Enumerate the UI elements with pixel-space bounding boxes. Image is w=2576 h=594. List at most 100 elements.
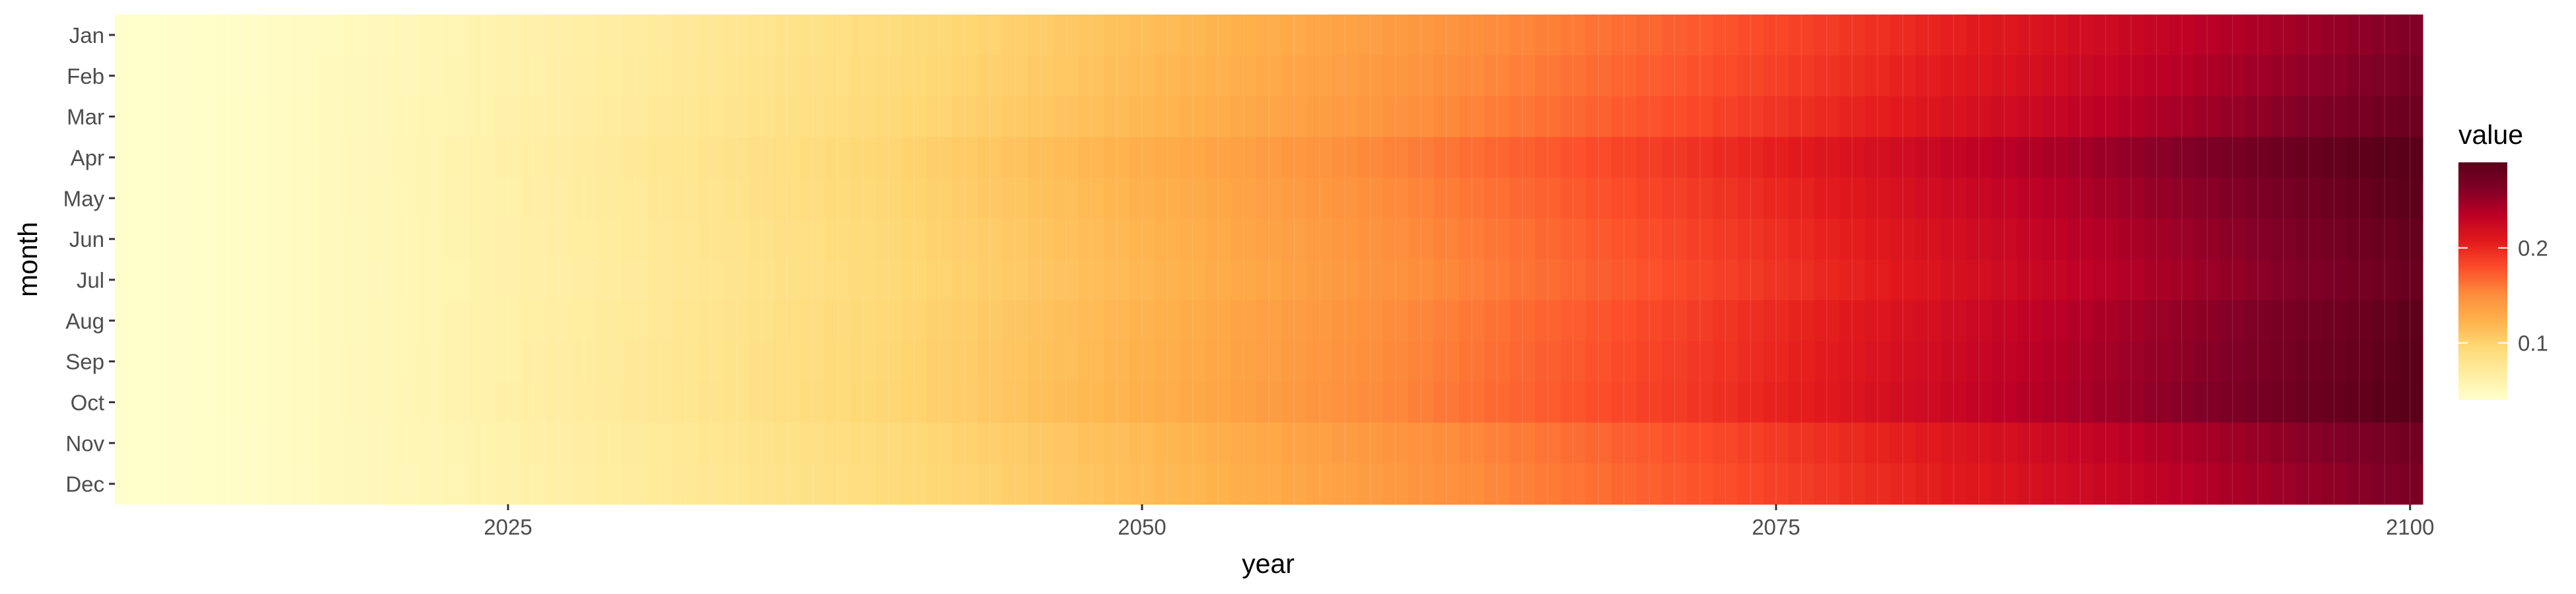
heatmap-tile [1433, 381, 1460, 423]
heatmap-tile [1104, 341, 1130, 383]
heatmap-tile [2017, 463, 2043, 505]
heatmap-tile [799, 96, 826, 138]
heatmap-tile [1890, 137, 1916, 178]
heatmap-tile [1129, 178, 1155, 219]
heatmap-tile [799, 259, 826, 301]
heatmap-tile [1382, 137, 1409, 178]
heatmap-tile [267, 137, 293, 178]
heatmap-tile [1458, 259, 1485, 301]
heatmap-tile [647, 463, 674, 505]
heatmap-tile [2067, 178, 2094, 219]
legend-tick-label: 0.1 [2518, 331, 2548, 356]
heatmap-tile [1662, 96, 1688, 138]
heatmap-tile [1915, 381, 1942, 423]
heatmap-tile [2372, 341, 2398, 383]
heatmap-tile [723, 178, 750, 219]
heatmap-tile [596, 137, 623, 178]
heatmap-tile [2118, 137, 2145, 178]
heatmap-tile [1991, 463, 2018, 505]
heatmap-tile [1002, 178, 1028, 219]
heatmap-tile [2143, 178, 2170, 219]
heatmap-tile [1509, 341, 1536, 383]
heatmap-tile [774, 381, 801, 423]
heatmap-tile [1180, 137, 1206, 178]
heatmap-tile [1636, 218, 1663, 260]
heatmap-tile [2093, 259, 2119, 301]
heatmap-tile [1789, 300, 1815, 342]
heatmap-tile [1814, 341, 1840, 383]
heatmap-tile [1662, 422, 1688, 464]
heatmap-tile [1205, 300, 1232, 342]
heatmap-tile [901, 259, 927, 301]
heatmap-tile [343, 137, 369, 178]
heatmap-tile [1357, 381, 1384, 423]
heatmap-tile [1079, 300, 1105, 342]
heatmap-tile [165, 259, 192, 301]
heatmap-tile [267, 15, 293, 56]
heatmap-tile [1256, 15, 1282, 56]
heatmap-tile [394, 341, 420, 383]
heatmap-tile [520, 259, 547, 301]
heatmap-tile [1256, 422, 1282, 464]
heatmap-tile [394, 137, 420, 178]
heatmap-tile [2169, 341, 2196, 383]
heatmap-tile [140, 259, 166, 301]
heatmap-tile [216, 341, 242, 383]
heatmap-tile [875, 55, 902, 97]
heatmap-tile [2093, 300, 2119, 342]
heatmap-tile [977, 218, 1003, 260]
heatmap-tile [2118, 381, 2145, 423]
heatmap-tile [2143, 300, 2170, 342]
heatmap-tile [647, 259, 674, 301]
heatmap-tile [2321, 15, 2347, 56]
heatmap-tile [140, 341, 166, 383]
y-tick-label: Sep [65, 350, 104, 374]
heatmap-tile [1738, 178, 1764, 219]
heatmap-tile [2321, 96, 2347, 138]
heatmap-tile [1738, 96, 1764, 138]
heatmap-tile [2219, 15, 2246, 56]
heatmap-tile [2194, 96, 2221, 138]
heatmap-tile [2017, 300, 2043, 342]
heatmap-tile [419, 381, 445, 423]
heatmap-tile [2194, 178, 2221, 219]
heatmap-tile [2296, 381, 2322, 423]
heatmap-tile [1433, 137, 1460, 178]
heatmap-tile [1458, 300, 1485, 342]
heatmap-tile [977, 381, 1003, 423]
heatmap-tile [698, 15, 725, 56]
heatmap-tile [1636, 55, 1663, 97]
heatmap-tile [1155, 137, 1181, 178]
heatmap-tile [698, 96, 725, 138]
heatmap-tile [1560, 96, 1587, 138]
heatmap-tile [723, 55, 750, 97]
heatmap-tile [1814, 15, 1840, 56]
heatmap-tile [1687, 55, 1713, 97]
heatmap-tile [1890, 55, 1916, 97]
heatmap-tile [368, 178, 394, 219]
heatmap-tile [1357, 137, 1384, 178]
heatmap-tile [1053, 422, 1079, 464]
heatmap-tile [115, 178, 141, 219]
heatmap-tile [2194, 15, 2221, 56]
heatmap-tile [2067, 300, 2094, 342]
heatmap-tile [1104, 178, 1130, 219]
heatmap-tile [1104, 463, 1130, 505]
heatmap-tile [267, 422, 293, 464]
heatmap-tile [495, 300, 521, 342]
heatmap-tile [1789, 96, 1815, 138]
x-tick-label: 2075 [1752, 515, 1800, 539]
heatmap-tile [1433, 300, 1460, 342]
heatmap-tile [2067, 96, 2094, 138]
heatmap-tile [216, 178, 242, 219]
heatmap-tile [2093, 422, 2119, 464]
heatmap-tile [1281, 422, 1308, 464]
heatmap-tile [901, 96, 927, 138]
heatmap-tile [2346, 300, 2373, 342]
heatmap-tile [2397, 463, 2423, 505]
heatmap-tile [292, 341, 318, 383]
heatmap-tile [1053, 218, 1079, 260]
heatmap-tile [2372, 178, 2398, 219]
heatmap-tile [1941, 300, 1967, 342]
heatmap-tile [1205, 178, 1232, 219]
